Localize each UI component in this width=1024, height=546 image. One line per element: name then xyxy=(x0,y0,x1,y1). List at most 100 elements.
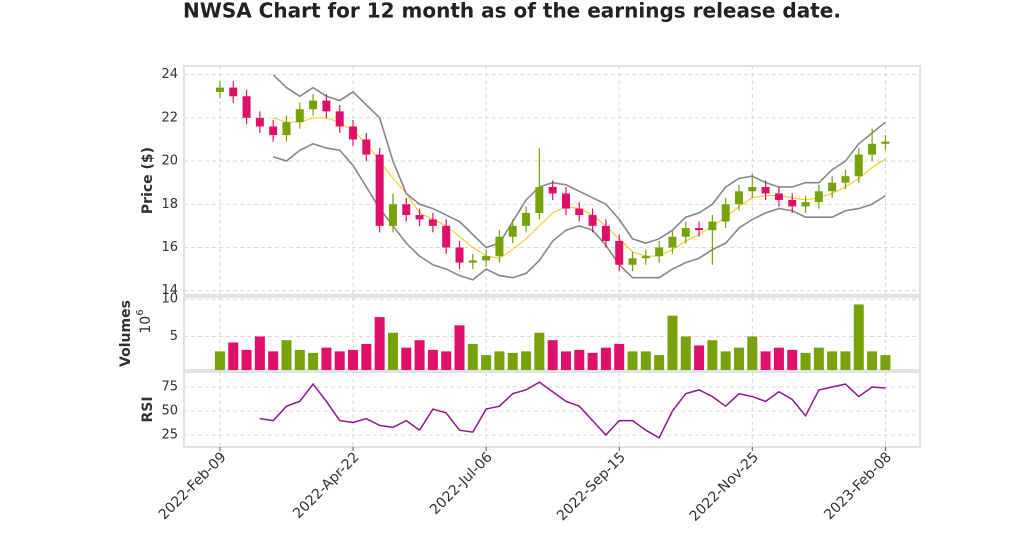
volume-bar xyxy=(747,336,758,370)
candle-body xyxy=(415,215,424,220)
volume-bar xyxy=(414,340,425,370)
volume-bar xyxy=(813,347,824,370)
candle-body xyxy=(841,176,850,183)
candle-body xyxy=(801,202,810,207)
volume-bar xyxy=(454,325,465,370)
candle-body xyxy=(588,215,597,226)
y-tick-label: 50 xyxy=(161,403,178,418)
candle-body xyxy=(322,100,331,112)
candle-body xyxy=(641,256,650,259)
volume-bar xyxy=(361,343,372,370)
volume-bar xyxy=(281,340,292,370)
candle-body xyxy=(229,87,238,97)
candle-body xyxy=(335,111,344,127)
candle-body xyxy=(362,139,371,155)
y-tick-label: 18 xyxy=(161,197,178,212)
volume-bar xyxy=(507,352,518,370)
y-tick-label: 24 xyxy=(161,67,178,82)
y-tick-label: 25 xyxy=(161,427,178,442)
candle-body xyxy=(788,199,797,207)
candle-body xyxy=(601,225,610,241)
volume-bar xyxy=(387,332,398,370)
candle-body xyxy=(375,154,384,226)
candle-body xyxy=(548,186,557,194)
candle-body xyxy=(428,219,437,226)
candle-body xyxy=(655,247,664,257)
candle-body xyxy=(455,247,464,263)
volume-bar xyxy=(228,342,239,370)
chart-title: NWSA Chart for 12 month as of the earnin… xyxy=(183,0,841,23)
volume-bar xyxy=(308,352,319,370)
candle-body xyxy=(349,126,358,140)
candle-body xyxy=(495,236,504,257)
candle-body xyxy=(309,100,318,110)
candle-body xyxy=(522,212,531,226)
candle-body xyxy=(388,204,397,226)
y-axis-label: Volumes xyxy=(118,300,134,367)
volume-bar xyxy=(800,352,811,370)
volume-bar xyxy=(334,351,345,370)
candle-body xyxy=(561,193,570,209)
candle-body xyxy=(695,228,704,231)
volume-bar xyxy=(707,340,718,370)
candle-body xyxy=(828,182,837,192)
candle-body xyxy=(255,117,264,127)
candle-body xyxy=(761,186,770,194)
y-tick-label: 22 xyxy=(161,110,178,125)
volume-bar xyxy=(720,351,731,370)
candle-body xyxy=(215,87,224,92)
volume-bar xyxy=(534,332,545,370)
volume-bar xyxy=(214,351,225,370)
volume-bar xyxy=(853,304,864,370)
volume-bar xyxy=(467,343,478,370)
candle-body xyxy=(295,109,304,123)
volume-bar xyxy=(640,351,651,370)
volume-bar xyxy=(481,355,492,370)
volume-bar xyxy=(614,343,625,370)
candle-body xyxy=(881,141,890,144)
candle-body xyxy=(575,208,584,216)
y-tick-label: 20 xyxy=(161,154,178,169)
candle-body xyxy=(482,256,491,261)
candle-body xyxy=(868,143,877,155)
y-tick-label: 5 xyxy=(170,329,178,344)
overlay-line xyxy=(272,74,886,249)
volume-bar xyxy=(294,349,305,370)
axis-multiplier: 106 xyxy=(135,309,154,333)
panel-frame xyxy=(183,65,921,296)
volume-bar xyxy=(547,340,558,370)
candle-body xyxy=(681,228,690,237)
volume-bar xyxy=(441,351,452,370)
candle-body xyxy=(814,191,823,203)
volume-bar xyxy=(521,351,532,370)
overlay-line xyxy=(273,117,886,259)
candle-body xyxy=(508,225,517,237)
y-tick-label: 14 xyxy=(161,283,178,298)
volume-bar xyxy=(268,351,279,370)
volume-bar xyxy=(694,345,705,370)
volume-bar xyxy=(401,347,412,370)
y-tick-label: 10 xyxy=(161,292,178,307)
volume-bar xyxy=(680,336,691,370)
candle-body xyxy=(282,122,291,136)
volume-bar xyxy=(374,317,385,370)
candle-body xyxy=(615,240,624,265)
volume-bar xyxy=(241,349,252,370)
volume-bar xyxy=(840,351,851,370)
y-axis-label: RSI xyxy=(140,396,156,422)
multiplier-base: 10 xyxy=(138,316,154,334)
volume-bar xyxy=(348,349,359,370)
y-axis-label: Price ($) xyxy=(140,147,156,214)
x-tick-label: 2022-Apr-22 xyxy=(290,449,363,522)
volume-bar xyxy=(574,349,585,370)
volume-bar xyxy=(787,349,798,370)
volume-bar xyxy=(627,351,638,370)
volume-bar xyxy=(254,336,265,370)
volume-bar xyxy=(560,351,571,370)
overlay-line xyxy=(272,142,886,281)
volume-bar xyxy=(880,355,891,370)
candle-body xyxy=(668,236,677,248)
candle-body xyxy=(721,204,730,222)
volume-bar xyxy=(427,349,438,370)
